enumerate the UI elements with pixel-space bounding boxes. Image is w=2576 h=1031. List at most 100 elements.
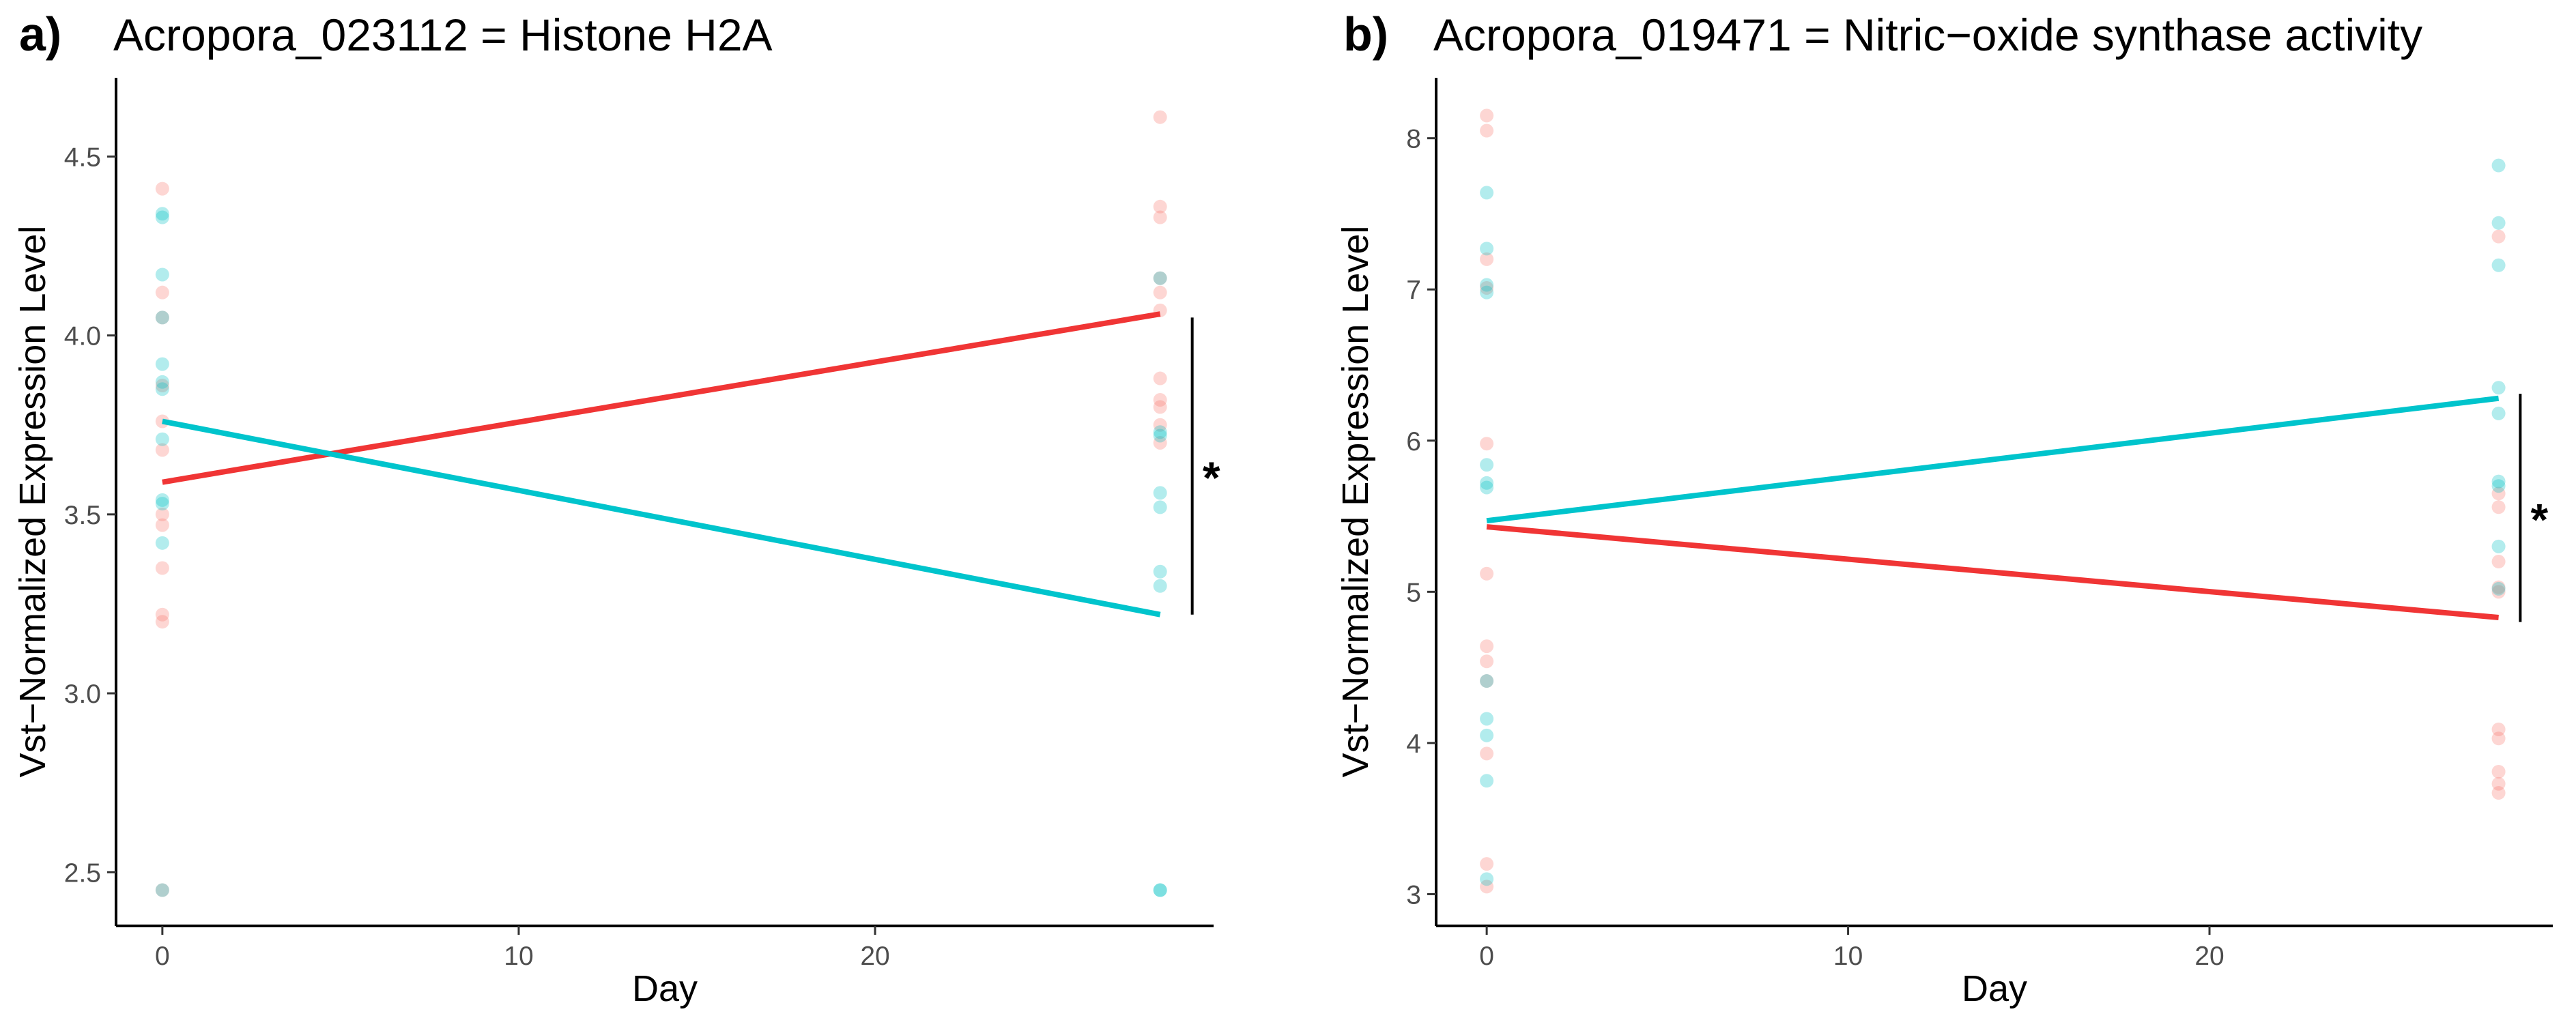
data-point xyxy=(2491,776,2506,791)
data-point xyxy=(155,497,169,511)
data-point xyxy=(1153,400,1167,414)
data-point xyxy=(155,615,169,629)
data-point xyxy=(1480,242,1494,256)
trend-line xyxy=(1486,524,2499,620)
data-point xyxy=(155,310,169,325)
data-point xyxy=(155,607,169,622)
data-point xyxy=(1480,872,1494,886)
data-point xyxy=(155,310,169,325)
x-tick-label: 20 xyxy=(2194,942,2224,971)
data-point xyxy=(1480,437,1494,451)
data-point xyxy=(1153,393,1167,407)
data-point xyxy=(155,493,169,507)
data-point xyxy=(1153,500,1167,514)
data-point xyxy=(1480,280,1494,295)
significance-annotation: * xyxy=(1190,317,1220,615)
trend-line xyxy=(1486,395,2500,524)
data-point xyxy=(155,181,169,196)
data-point xyxy=(2491,479,2506,493)
data-point xyxy=(2491,406,2506,420)
data-point xyxy=(1480,857,1494,871)
data-point xyxy=(1153,371,1167,386)
data-point xyxy=(155,285,169,300)
x-axis-label: Day xyxy=(632,968,698,1009)
data-point xyxy=(1480,480,1494,495)
data-point xyxy=(1153,210,1167,224)
data-point xyxy=(155,883,169,897)
x-tick-label: 10 xyxy=(504,942,533,971)
y-ticks: 3 4 5 6 7 8 xyxy=(1406,125,1436,910)
chart-title: Acropora_019471 = Nitric−oxide synthase … xyxy=(1433,10,2422,60)
data-point xyxy=(1480,674,1494,688)
data-point xyxy=(1153,271,1167,285)
data-point xyxy=(2491,555,2506,569)
data-point xyxy=(155,883,169,897)
data-point xyxy=(1153,579,1167,593)
panel-b: b) Acropora_019471 = Nitric−oxide syntha… xyxy=(1335,8,2553,1009)
data-point xyxy=(1480,774,1494,788)
data-point xyxy=(155,379,169,393)
data-point xyxy=(1480,285,1494,300)
data-point xyxy=(1480,674,1494,688)
y-axis-label: Vst−Normalized Expression Level xyxy=(12,226,53,778)
data-points xyxy=(1480,108,2506,894)
data-point xyxy=(2491,158,2506,173)
data-point xyxy=(2491,229,2506,244)
data-point xyxy=(2491,539,2506,553)
data-point xyxy=(1153,110,1167,124)
data-point xyxy=(155,518,169,532)
data-point xyxy=(2491,580,2506,594)
data-point xyxy=(155,267,169,282)
y-ticks: 2.5 3.0 3.5 4.0 4.5 xyxy=(64,143,116,888)
data-point xyxy=(1480,880,1494,894)
data-point xyxy=(155,207,169,221)
data-point xyxy=(1480,278,1494,292)
data-point xyxy=(1480,728,1494,742)
data-point xyxy=(1153,429,1167,443)
data-point xyxy=(1153,435,1167,450)
significance-annotation: * xyxy=(2519,394,2549,622)
data-point xyxy=(1153,486,1167,500)
trend-line xyxy=(162,418,1161,618)
y-tick-label: 2.5 xyxy=(64,858,101,888)
y-tick-label: 4.5 xyxy=(64,143,101,172)
y-axis-label: Vst−Normalized Expression Level xyxy=(1335,226,1376,778)
data-point xyxy=(1153,425,1167,439)
data-point xyxy=(1153,271,1167,285)
significance-star: * xyxy=(2531,494,2549,544)
y-tick-label: 3 xyxy=(1406,880,1421,910)
data-point xyxy=(1480,639,1494,654)
data-point xyxy=(2491,731,2506,746)
data-point xyxy=(1153,883,1167,897)
data-point xyxy=(2491,786,2506,800)
y-tick-label: 5 xyxy=(1406,578,1421,607)
data-point xyxy=(155,443,169,457)
y-tick-label: 6 xyxy=(1406,427,1421,456)
data-point xyxy=(155,357,169,371)
data-point xyxy=(2491,722,2506,736)
x-ticks: 0 10 20 xyxy=(1479,926,2224,971)
data-point xyxy=(2491,216,2506,230)
x-tick-label: 0 xyxy=(155,942,170,971)
data-point xyxy=(155,210,169,224)
x-ticks: 0 10 20 xyxy=(155,926,890,971)
data-point xyxy=(1153,564,1167,579)
y-tick-label: 8 xyxy=(1406,125,1421,154)
data-point xyxy=(1153,285,1167,300)
panel-label: b) xyxy=(1343,8,1388,61)
data-point xyxy=(1480,654,1494,669)
y-tick-label: 3.0 xyxy=(64,680,101,709)
data-point xyxy=(2491,258,2506,272)
data-point xyxy=(2491,500,2506,514)
data-point xyxy=(155,561,169,575)
data-points xyxy=(155,110,1167,897)
data-point xyxy=(2491,474,2506,489)
data-point xyxy=(1480,252,1494,266)
trend-lines xyxy=(162,311,1161,618)
y-tick-label: 4 xyxy=(1406,729,1421,759)
data-point xyxy=(1480,476,1494,490)
x-tick-label: 20 xyxy=(860,942,889,971)
data-point xyxy=(1153,883,1167,897)
data-point xyxy=(155,536,169,550)
